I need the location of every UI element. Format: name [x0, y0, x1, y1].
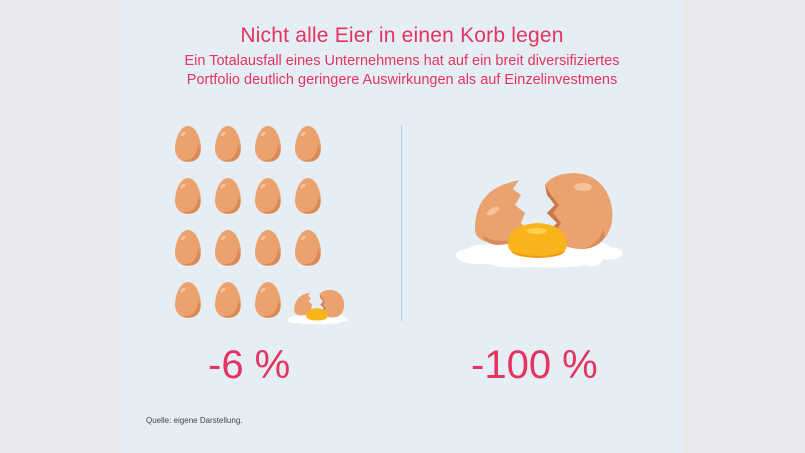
infographic-title: Nicht alle Eier in einen Korb legen — [240, 24, 564, 47]
infographic-panel: Nicht alle Eier in einen Korb legen Ein … — [121, 0, 683, 453]
egg-icon — [174, 177, 202, 215]
egg-icon — [214, 125, 242, 163]
source-note: Quelle: eigene Darstellung. — [146, 416, 243, 425]
egg-grid — [174, 125, 364, 325]
egg-icon — [214, 177, 242, 215]
right-loss-value: -100 % — [471, 343, 598, 387]
divider — [401, 125, 402, 321]
left-loss-value: -6 % — [208, 343, 291, 387]
egg-icon — [214, 281, 242, 319]
egg-icon — [254, 125, 282, 163]
egg-icon — [254, 229, 282, 267]
egg-icon — [174, 229, 202, 267]
egg-icon — [294, 229, 322, 267]
subtitle-line-1: Ein Totalausfall eines Unternehmens hat … — [184, 53, 620, 69]
egg-icon — [174, 281, 202, 319]
egg-icon — [294, 125, 322, 163]
egg-icon — [254, 281, 282, 319]
egg-icon — [214, 229, 242, 267]
broken-egg-large-icon — [453, 165, 628, 280]
egg-icon — [254, 177, 282, 215]
broken-egg-small-icon — [286, 287, 350, 332]
egg-icon — [174, 125, 202, 163]
egg-icon — [294, 177, 322, 215]
subtitle-line-2: Portfolio deutlich geringere Auswirkunge… — [186, 72, 618, 88]
